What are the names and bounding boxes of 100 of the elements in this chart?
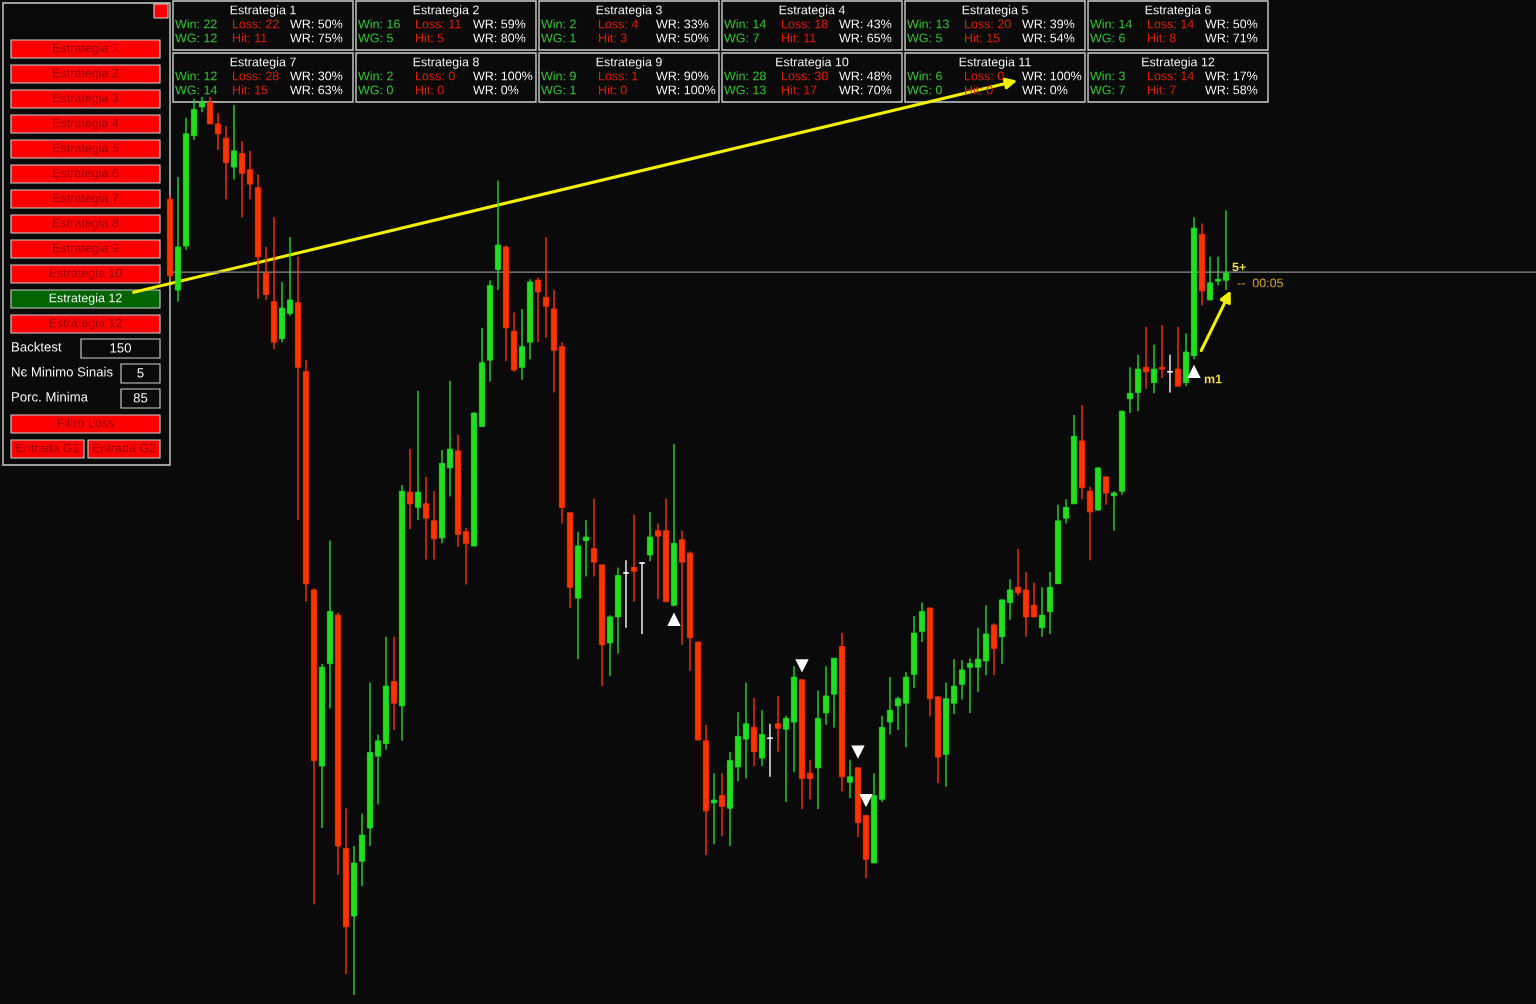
candlestick — [390, 636, 398, 731]
candlestick — [1062, 498, 1070, 525]
text: Estrategia 12 — [49, 293, 122, 305]
candlestick — [542, 236, 550, 339]
candlestick — [422, 476, 430, 561]
candlestick — [918, 601, 926, 643]
candlestick — [1142, 326, 1150, 390]
candlestick — [622, 559, 630, 629]
text: Estrategia 2 Win: 16 Loss: 11 WR: 59% WG: 5 Hit: 5 WR: 80% — [358, 5, 526, 43]
text: Estrategia 3 — [53, 93, 119, 105]
text: Estrategia 10 — [49, 268, 122, 280]
candlestick — [822, 665, 830, 726]
text: Estrategia 5 Win: 13 Loss: 20 WR: 39% WG: 5 Hit: 15 WR: 54% — [907, 5, 1075, 43]
candlestick — [1126, 366, 1134, 414]
candlestick — [966, 657, 974, 714]
candlestick — [430, 490, 438, 561]
point — [667, 613, 681, 626]
candlestick — [710, 772, 718, 845]
candlestick — [1166, 354, 1174, 394]
candlestick — [406, 448, 414, 530]
candlestick — [1038, 586, 1046, 638]
candlestick — [630, 513, 638, 603]
candlestick — [758, 709, 766, 767]
candlestick — [206, 96, 214, 125]
text: 85 — [133, 393, 148, 403]
candlestick — [774, 695, 782, 753]
candlestick — [990, 622, 998, 677]
text: Entrada G2 — [93, 443, 156, 453]
point — [795, 659, 809, 672]
candlestick — [718, 772, 726, 837]
candlestick — [1134, 354, 1142, 412]
point — [1187, 365, 1201, 379]
text: Estrategia 3 Win: 2 Loss: 4 WR: 33% WG: 1 Hit: 3 WR: 50% — [541, 5, 709, 43]
candlestick — [654, 522, 662, 600]
text: Estrategia 10 Win: 28 Loss: 30 WR: 48% WG: 13 Hit: 17 WR: 70% — [724, 57, 892, 95]
candlestick — [374, 733, 382, 806]
candlestick — [782, 715, 790, 803]
text: 5+ — [1232, 262, 1246, 272]
candlestick — [886, 676, 894, 736]
candlestick — [414, 389, 422, 521]
text: Porc. Minima — [12, 391, 88, 402]
text: Estrategia 9 — [53, 243, 119, 255]
text: 150 — [110, 343, 131, 353]
text: Estrategia 8 Win: 2 Loss: 0 WR: 100% WG: 0 Hit: 0 WR: 0% — [358, 57, 533, 95]
text: Estrategia 12 Win: 3 Loss: 14 WR: 17% WG: 7 Hit: 7 WR: 58% — [1090, 57, 1258, 95]
text: Estrategia 6 — [53, 168, 119, 180]
text: Estrategia 1 Win: 22 Loss: 22 WR: 50% WG: 12 Hit: 11 WR: 75% — [175, 5, 343, 43]
candlestick — [766, 723, 774, 778]
candlestick — [1174, 326, 1182, 387]
candlestick — [678, 530, 686, 646]
text: Estrategia 1 — [53, 43, 119, 55]
text: Backtest — [12, 341, 62, 352]
candlestick — [1206, 256, 1214, 301]
candlestick — [246, 150, 254, 201]
point — [859, 793, 873, 807]
point — [851, 745, 865, 758]
candlestick — [1222, 209, 1230, 291]
text: Estrategia 9 Win: 9 Loss: 1 WR: 90% WG: 1 Hit: 0 WR: 100% — [541, 57, 716, 95]
candlestick — [974, 627, 982, 694]
candlestick — [582, 519, 590, 578]
text: Estrategia 8 — [53, 218, 119, 230]
annotation: m1 — [1204, 374, 1222, 384]
candlestick — [742, 681, 750, 780]
candlestick — [646, 511, 654, 562]
candlestick — [958, 659, 966, 701]
candlestick — [846, 759, 854, 800]
text: 5 — [137, 368, 144, 378]
candlestick — [1214, 256, 1222, 287]
candlestick — [1014, 547, 1022, 597]
candlestick — [286, 236, 294, 317]
candlestick — [1006, 578, 1014, 621]
text: Estrategia 12 — [49, 318, 122, 330]
text: Estrategia 6 Win: 14 Loss: 14 WR: 50% WG: 6 Hit: 8 WR: 71% — [1090, 5, 1258, 43]
candlestick — [230, 104, 238, 181]
candlestick — [534, 276, 542, 343]
text: -- 00:05 — [1237, 278, 1284, 288]
candlestick — [1110, 490, 1118, 532]
text: Estrategia 7 — [53, 193, 119, 205]
candlestick — [806, 759, 814, 800]
text: Filtro Loss — [57, 418, 114, 428]
candlestick — [590, 497, 598, 578]
candlestick — [950, 658, 958, 715]
candlestick — [894, 696, 902, 731]
candlestick — [1158, 324, 1166, 379]
candlestick — [214, 112, 222, 151]
text: Estrategia 4 — [53, 118, 119, 130]
text: Estrategia 4 Win: 14 Loss: 18 WR: 43% WG: 7 Hit: 11 WR: 65% — [724, 5, 892, 43]
candlestick — [1102, 476, 1110, 506]
text: Nє Minimo Sinais — [12, 366, 113, 377]
text: Estrategia 5 — [53, 143, 119, 155]
candlestick — [446, 380, 454, 498]
candlestick — [518, 308, 526, 381]
text: Estrategia 2 — [53, 68, 119, 80]
candlestick — [462, 527, 470, 586]
candlestick — [1030, 582, 1038, 618]
text: Estrategia 7 Win: 12 Loss: 28 WR: 30% WG: 14 Hit: 15 WR: 63% — [175, 57, 343, 95]
candlestick — [262, 246, 270, 301]
candlestick — [1086, 486, 1094, 562]
text: Entrada G1 — [16, 443, 79, 453]
candlestick — [238, 140, 246, 219]
